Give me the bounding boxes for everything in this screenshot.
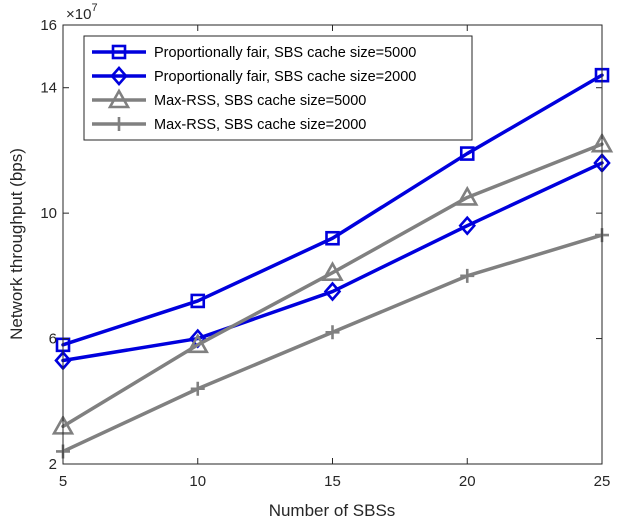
series-4-point xyxy=(325,325,340,340)
y-axis-label: Network throughput (bps) xyxy=(7,148,26,340)
series-4-point xyxy=(460,268,475,283)
series-2-point xyxy=(323,281,342,302)
x-tick-label: 15 xyxy=(324,473,341,490)
legend-swatch-marker xyxy=(107,88,131,109)
y-tick-label: 10 xyxy=(40,205,57,222)
legend-label: Max-RSS, SBS cache size=2000 xyxy=(154,117,366,133)
series-3-point xyxy=(186,333,209,354)
legend: Proportionally fair, SBS cache size=5000… xyxy=(83,35,473,141)
legend-swatch-marker xyxy=(111,44,127,60)
y-tick-label: 16 xyxy=(40,17,57,34)
y-tick-label: 14 xyxy=(40,80,57,97)
series-3-point xyxy=(321,261,344,282)
x-tick-label: 25 xyxy=(594,473,611,490)
series-2-point xyxy=(458,215,476,236)
x-tick-label: 20 xyxy=(459,473,476,490)
x-tick-label: 10 xyxy=(189,473,206,490)
legend-label: Max-RSS, SBS cache size=5000 xyxy=(154,93,366,109)
legend-label: Proportionally fair, SBS cache size=2000 xyxy=(154,69,416,85)
legend-label: Proportionally fair, SBS cache size=5000 xyxy=(154,45,416,61)
series-4-point xyxy=(190,381,205,396)
legend-box xyxy=(83,35,473,141)
legend-swatch-marker xyxy=(112,117,126,131)
series-2-line xyxy=(61,161,604,363)
x-tick-label: 5 xyxy=(59,473,67,490)
series-1-point xyxy=(459,146,475,161)
series-1-point xyxy=(190,293,206,309)
y-axis-exponent-power: 7 xyxy=(91,2,97,14)
legend-item: Max-RSS, SBS cache size=5000 xyxy=(92,88,366,109)
legend-swatch-marker xyxy=(110,66,128,86)
x-axis-label: Number of SBSs xyxy=(269,501,396,520)
series-3-line xyxy=(61,142,604,429)
series-1-point xyxy=(325,230,340,246)
y-axis-exponent-label: ×107 xyxy=(66,2,98,23)
series-1-line xyxy=(61,73,604,347)
axes-layer: 5 10 15 20 25 2 6 10 14 16 xyxy=(40,17,610,490)
legend-item: Proportionally fair, SBS cache size=2000 xyxy=(92,66,416,86)
legend-item: Max-RSS, SBS cache size=2000 xyxy=(92,117,366,133)
legend-item: Proportionally fair, SBS cache size=5000 xyxy=(92,44,416,61)
y-axis-exponent-base: ×10 xyxy=(66,6,91,23)
series-3-point xyxy=(456,185,479,206)
y-tick-label: 6 xyxy=(49,331,57,348)
y-tick-label: 2 xyxy=(49,456,57,473)
series-layer xyxy=(51,67,614,459)
